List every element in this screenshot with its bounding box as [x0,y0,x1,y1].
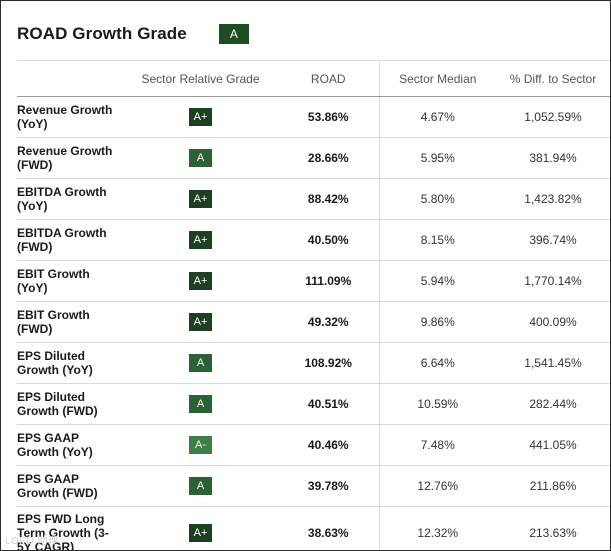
sector-median-value: 8.15% [379,219,496,261]
metric-name: Revenue Growth (YoY) [17,96,123,138]
road-value: 108.92% [278,342,380,384]
sector-median-value: 9.86% [379,301,496,343]
table-row: EBIT Growth (FWD) A+ 49.32% 9.86% 400.09% [17,301,610,343]
road-value: 40.51% [278,383,380,425]
sector-grade-cell: A [123,383,278,425]
road-value: 38.63% [278,506,380,550]
diff-to-sector-value: 1,052.59% [496,96,610,138]
road-value: 49.32% [278,301,380,343]
table-header-row: Sector Relative Grade ROAD Sector Median… [17,61,610,97]
road-value: 88.42% [278,178,380,220]
sector-median-value: 6.64% [379,342,496,384]
sector-median-value: 10.59% [379,383,496,425]
grade-badge: A [189,354,212,372]
metric-name: EPS GAAP Growth (YoY) [17,424,123,466]
panel-header: ROAD Growth Grade A [17,23,249,45]
sector-median-value: 5.80% [379,178,496,220]
road-value: 40.46% [278,424,380,466]
growth-table: Sector Relative Grade ROAD Sector Median… [17,61,610,551]
sector-grade-cell: A+ [123,260,278,302]
sector-median-value: 12.32% [417,526,459,540]
grade-badge: A [189,149,212,167]
diff-to-sector-value: 1,423.82% [496,178,610,220]
watermark: LOFO 助理 [5,536,59,547]
header-divider [17,60,610,61]
grade-badge: A+ [189,231,212,249]
road-value: 39.78% [278,465,380,507]
road-value: 53.86% [278,96,380,138]
road-value: 111.09% [278,260,380,302]
diff-to-sector-value: 396.74% [496,219,610,261]
road-value: 40.50% [278,219,380,261]
table-row: EBITDA Growth (YoY) A+ 88.42% 5.80% 1,423.82… [17,178,610,220]
diff-to-sector-value: 400.09% [496,301,610,343]
road-value: 28.66% [278,137,380,179]
panel-title: ROAD Growth Grade [17,24,187,43]
metric-name: EPS Diluted Growth (FWD) [17,383,123,425]
sector-grade-column-header: Sector Relative Grade [123,61,278,97]
diff-to-sector-value: 1,541.45% [496,342,610,384]
table-row: EPS Diluted Growth (FWD) A 40.51% 10.59% 282… [17,383,610,425]
sector-median-value: 12.76% [379,465,496,507]
metric-name: EBITDA Growth (FWD) [17,219,123,261]
grade-badge: A+ [189,524,212,542]
diff-to-sector-value: 381.94% [496,137,610,179]
metric-name: EBIT Growth (FWD) [17,301,123,343]
sector-median-value: 5.95% [379,137,496,179]
diff-column-header: % Diff. to Sector [496,61,610,97]
sector-median-value: 7.48% [379,424,496,466]
diff-to-sector-value: 441.05% [496,424,610,466]
sector-grade-cell: A [123,342,278,384]
table-row: EBITDA Growth (FWD) A+ 40.50% 8.15% 396.74% [17,219,610,261]
metric-name: EBIT Growth (YoY) [17,260,123,302]
metric-name: Revenue Growth (FWD) [17,137,123,179]
sector-grade-cell: A [123,137,278,179]
grade-badge: A+ [189,313,212,331]
sector-median-value: 4.67% [379,96,496,138]
table-row: EPS Diluted Growth (YoY) A 108.92% 6.64% 1,5… [17,342,610,384]
diff-to-sector-value: 1,770.14% [496,260,610,302]
table-body: Revenue Growth (YoY) A+ 53.86% 4.67% 1,052.5… [17,96,610,551]
table-row: EPS GAAP Growth (FWD) A 39.78% 12.76% 211.86… [17,465,610,507]
table-row: EBIT Growth (YoY) A+ 111.09% 5.94% 1,770.14% [17,260,610,302]
grade-badge: A [189,477,212,495]
diff-to-sector-value: 282.44% [496,383,610,425]
sector-grade-cell: A+ [123,178,278,220]
metric-name: EPS Diluted Growth (YoY) [17,342,123,384]
overall-grade-badge: A [218,24,249,44]
sector-grade-cell: A- [123,424,278,466]
sector-grade-cell: A+ [123,219,278,261]
metric-column-header [17,61,123,97]
sector-median-column-header: Sector Median [379,61,496,97]
grade-badge: A+ [189,108,212,126]
road-column-header[interactable]: ROAD [278,61,380,97]
sector-grade-cell: A+ [123,301,278,343]
sector-grade-cell: A+ [123,507,278,551]
metric-name: EPS FWD Long Term Growth (3-5Y CAGR) [17,512,109,551]
grade-badge: A [189,395,212,413]
diff-to-sector-value: 211.86% [496,465,610,507]
grade-badge: A+ [189,190,212,208]
sector-grade-cell: A [123,465,278,507]
grade-badge: A- [189,436,212,454]
metric-name: EPS GAAP Growth (FWD) [17,465,123,507]
sector-median-value: 5.94% [379,260,496,302]
diff-to-sector-value: 213.63% [529,526,577,540]
metric-name: EBITDA Growth (YoY) [17,178,123,220]
grade-badge: A+ [189,272,212,290]
table-row: Revenue Growth (YoY) A+ 53.86% 4.67% 1,052.5… [17,96,610,138]
sector-grade-cell: A+ [123,96,278,138]
table-row: Revenue Growth (FWD) A 28.66% 5.95% 381.94% [17,137,610,179]
table-row: EPS FWD Long Term Growth (3-5Y CAGR) A+ 38… [17,506,610,551]
table-row: EPS GAAP Growth (YoY) A- 40.46% 7.48% 441.05… [17,424,610,466]
